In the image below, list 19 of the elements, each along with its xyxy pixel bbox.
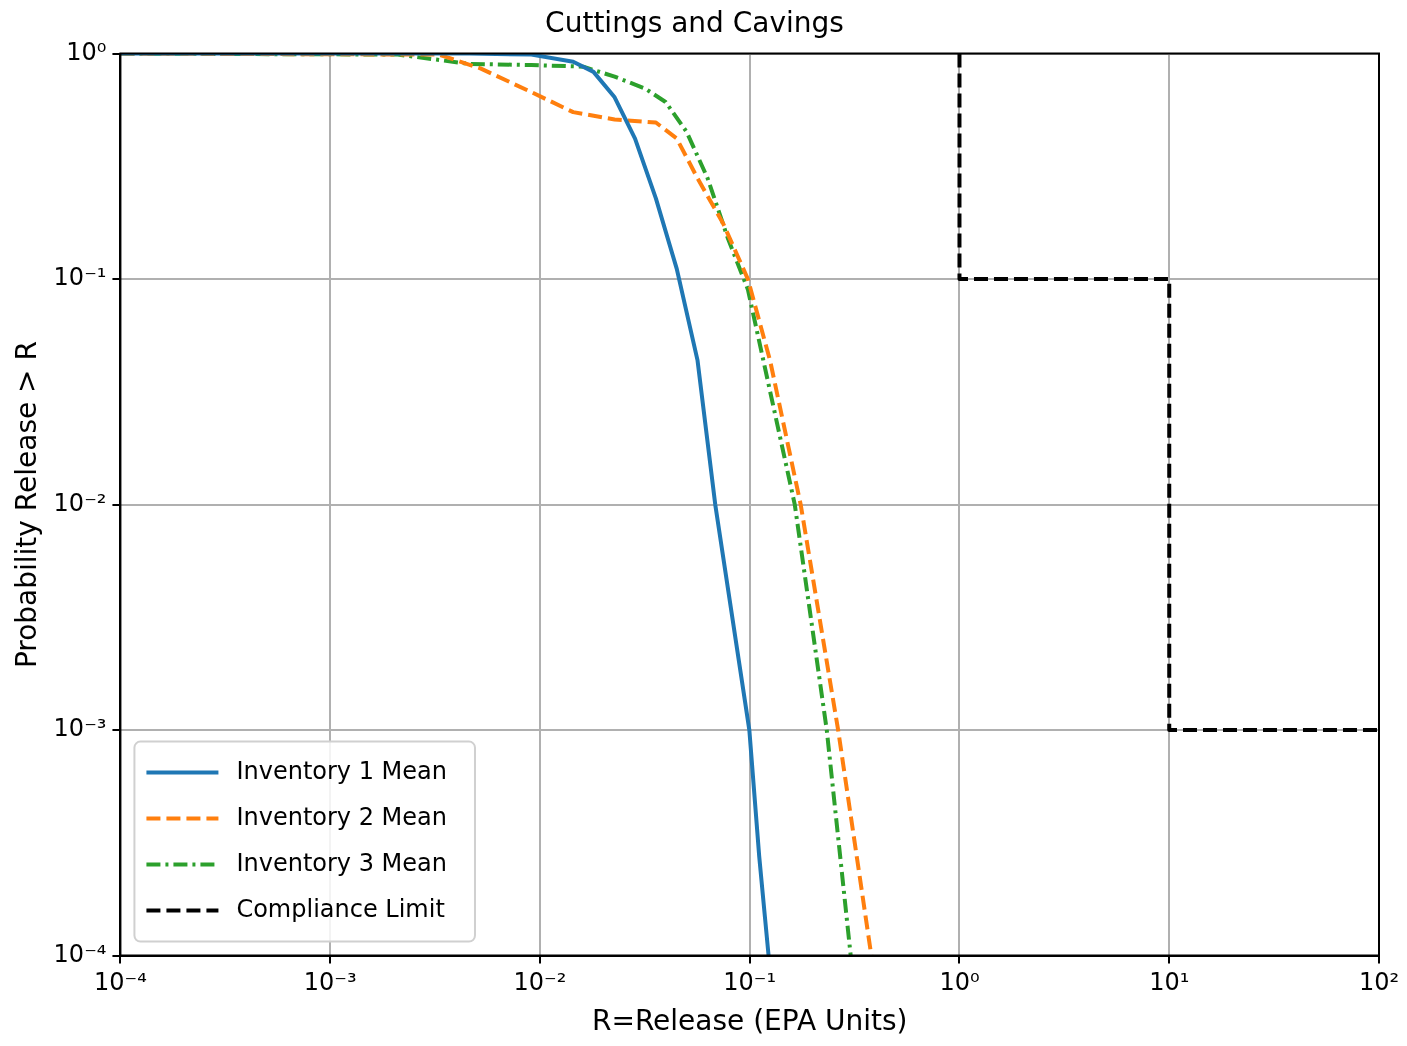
y-tick-label: 10⁻¹: [53, 263, 107, 292]
chart-title: Cuttings and Cavings: [545, 6, 844, 40]
y-tick-label: 10⁻²: [53, 488, 107, 517]
x-tick-label: 10⁻¹: [723, 968, 777, 997]
y-axis-title: Probability Release > R: [10, 341, 44, 669]
x-tick-label: 10⁻⁴: [94, 968, 147, 997]
x-tick-label: 10²: [1358, 968, 1400, 997]
x-tick-label: 10⁻³: [303, 968, 357, 997]
x-axis-title: R=Release (EPA Units): [591, 1004, 908, 1038]
legend-label: Inventory 2 Mean: [236, 802, 447, 831]
y-tick-label: 10⁰: [66, 37, 107, 66]
x-tick-label: 10⁰: [939, 968, 980, 997]
legend-label: Inventory 1 Mean: [236, 756, 447, 785]
y-tick-label: 10⁻³: [53, 714, 107, 743]
x-tick-label: 10⁻²: [513, 968, 567, 997]
x-tick-label: 10¹: [1149, 968, 1190, 997]
legend-label: Inventory 3 Mean: [236, 848, 447, 877]
legend-label: Compliance Limit: [236, 894, 445, 923]
y-tick-label: 10⁻⁴: [53, 939, 107, 968]
